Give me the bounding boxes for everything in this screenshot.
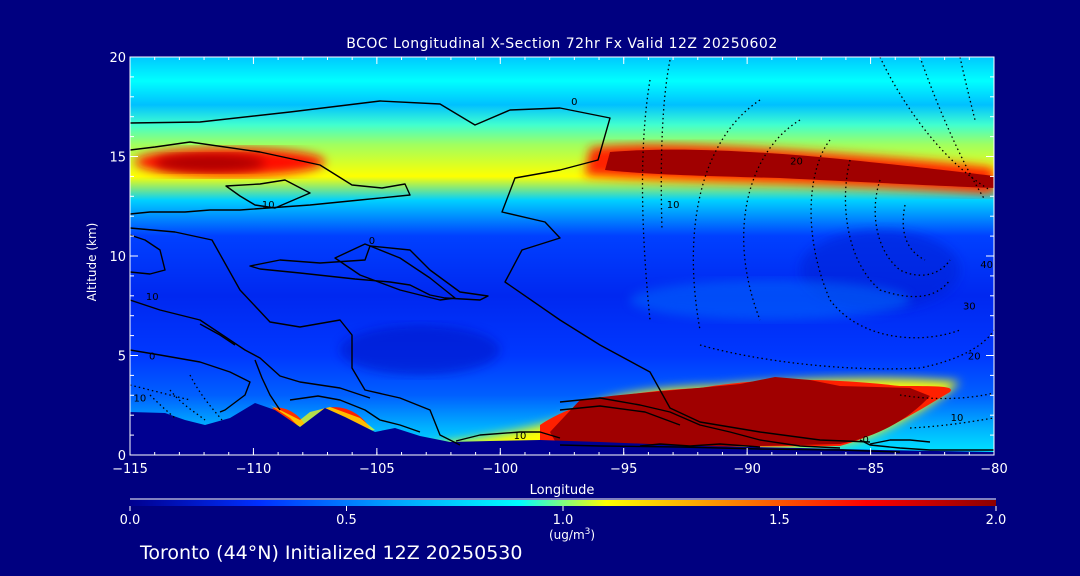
colorbar-tick-label: 0.0 [120, 513, 141, 528]
x-tick-label: −100 [482, 462, 518, 477]
initialization-note: Toronto (44°N) Initialized 12Z 20250530 [140, 542, 523, 564]
x-tick-label: −115 [112, 462, 148, 477]
y-axis: 0 5 10 15 20 [109, 51, 994, 464]
colorbar [130, 500, 996, 506]
y-axis-label: Altitude (km) [85, 223, 99, 302]
contour-label: 0 [862, 435, 868, 446]
colorbar-tick-label: 1.5 [769, 513, 790, 528]
colorbar-tick-label: 2.0 [986, 513, 1007, 528]
x-tick-label: −90 [733, 462, 760, 477]
colorbar-tick-label: 1.0 [553, 513, 574, 528]
contour-label: 20 [968, 351, 981, 362]
colorbar-ticks: 0.0 0.5 1.0 1.5 2.0 [120, 506, 1007, 528]
colorbar-unit-text: (ug/m [549, 528, 585, 542]
contour-label: 10 [667, 200, 680, 211]
x-tick-label: −110 [236, 462, 272, 477]
x-axis-label: Longitude [530, 483, 595, 498]
contour-labels: 0 10 0 10 0 10 10 20 10 40 30 20 10 0 [134, 97, 993, 446]
colorbar-unit-label: (ug/m3) [549, 527, 595, 542]
colorbar-tick-label: 0.5 [336, 513, 357, 528]
x-tick-label: −105 [359, 462, 395, 477]
x-tick-label: −80 [980, 462, 1007, 477]
colorbar-unit-close: ) [590, 528, 595, 542]
y-tick-label: 15 [109, 151, 126, 166]
contour-label: 30 [963, 302, 976, 313]
contour-label: 10 [951, 413, 964, 424]
contour-label: 20 [790, 156, 803, 167]
y-tick-label: 0 [118, 449, 126, 464]
contour-label: 10 [514, 431, 527, 442]
contour-label: 10 [262, 200, 275, 211]
y-tick-label: 5 [118, 350, 126, 365]
x-tick-label: −85 [857, 462, 884, 477]
y-tick-label: 20 [109, 51, 126, 66]
contour-label: 0 [369, 236, 375, 247]
contour-label: 10 [146, 292, 159, 303]
contour-label: 40 [980, 260, 993, 271]
contour-label: 0 [149, 351, 155, 362]
colorbar-unit-sup: 3 [585, 527, 591, 537]
contour-label: 10 [134, 393, 147, 404]
terrain-profile [130, 403, 994, 455]
chart-title: BCOC Longitudinal X-Section 72hr Fx Vali… [346, 36, 778, 52]
solid-contours [130, 100, 994, 453]
dotted-contours [130, 57, 994, 429]
x-tick-label: −95 [610, 462, 637, 477]
x-axis: −115 −110 −105 −100 −95 −90 −85 −80 [112, 57, 1008, 477]
contour-label: 0 [571, 97, 577, 108]
y-tick-label: 10 [109, 250, 126, 265]
